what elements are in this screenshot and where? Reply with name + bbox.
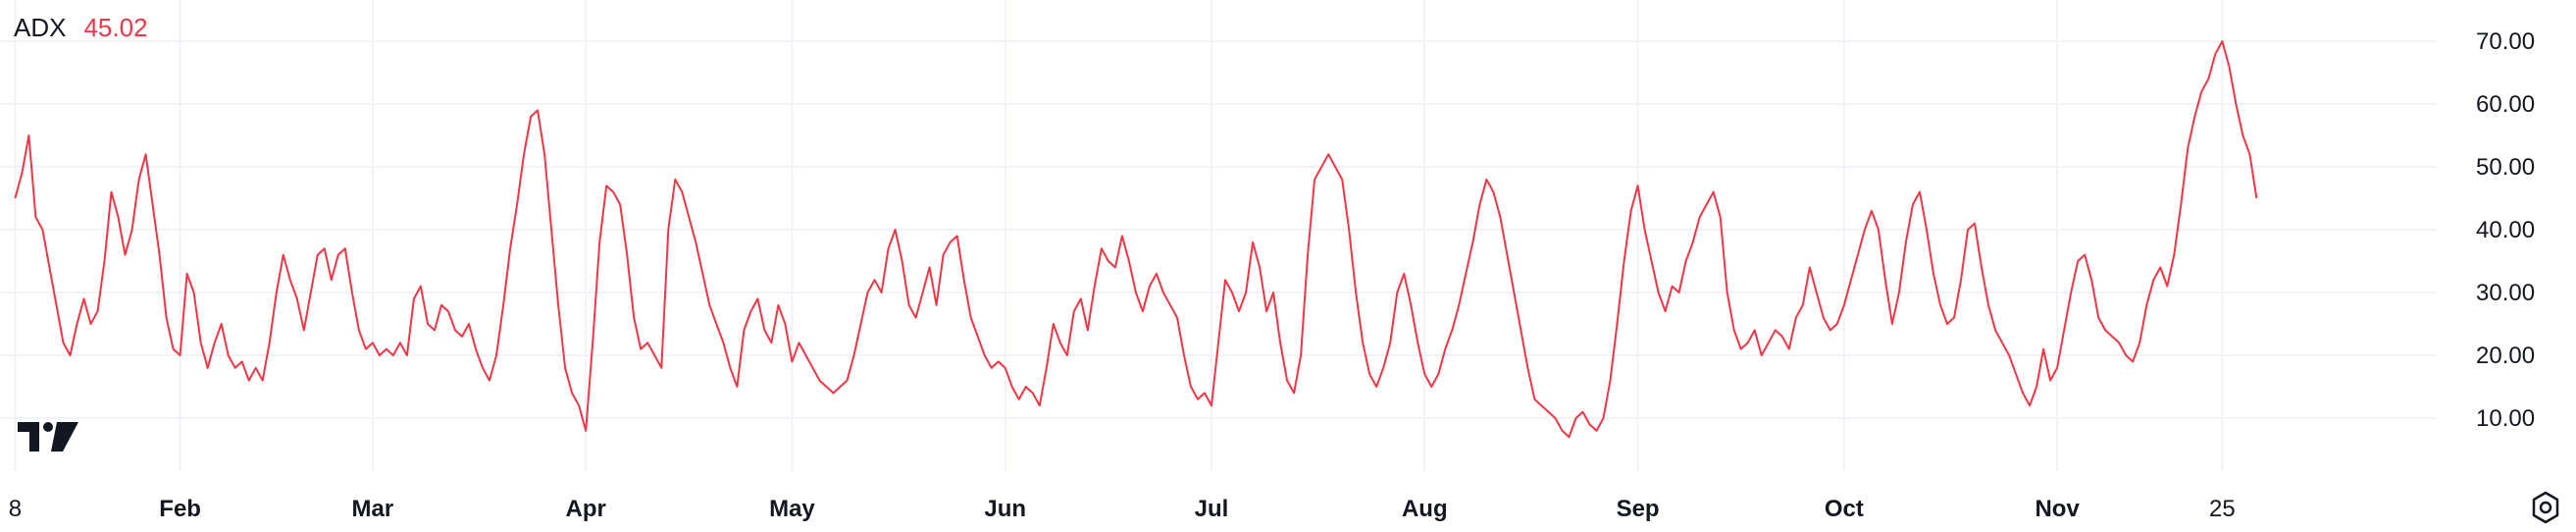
x-tick-label: 25 [2209, 496, 2236, 522]
settings-gear-icon[interactable] [2529, 491, 2562, 529]
y-tick-label: 50.00 [2476, 154, 2535, 181]
y-tick-label: 60.00 [2476, 91, 2535, 118]
grid-lines [0, 0, 2437, 471]
x-tick-label: 8 [9, 496, 22, 522]
y-tick-label: 10.00 [2476, 405, 2535, 432]
x-tick-label: May [769, 496, 815, 522]
x-tick-label: Nov [2035, 496, 2080, 522]
tradingview-logo-icon[interactable] [18, 420, 80, 458]
x-tick-label: Sep [1617, 496, 1660, 522]
x-tick-label: Apr [565, 496, 605, 522]
x-axis[interactable]: 8 Feb Mar Apr May Jun Jul Aug Sep Oct Nov 25 [9, 496, 2236, 522]
x-tick-label: Aug [1402, 496, 1448, 522]
y-tick-label: 40.00 [2476, 217, 2535, 243]
y-tick-label: 30.00 [2476, 280, 2535, 306]
y-axis[interactable]: 10.00 20.00 30.00 40.00 50.00 60.00 70.00 [2476, 28, 2535, 432]
y-tick-label: 20.00 [2476, 343, 2535, 369]
series-line-adx [14, 40, 2258, 439]
x-tick-label: Feb [159, 496, 201, 522]
series-layer [14, 40, 2258, 439]
indicator-legend[interactable]: ADX 45.02 [14, 10, 148, 45]
x-tick-label: Jul [1195, 496, 1229, 522]
indicator-value: 45.02 [83, 13, 148, 42]
indicator-name: ADX [14, 13, 67, 42]
x-tick-label: Oct [1825, 496, 1864, 522]
x-tick-label: Jun [984, 496, 1026, 522]
y-tick-label: 70.00 [2476, 28, 2535, 55]
x-tick-label: Mar [352, 496, 394, 522]
